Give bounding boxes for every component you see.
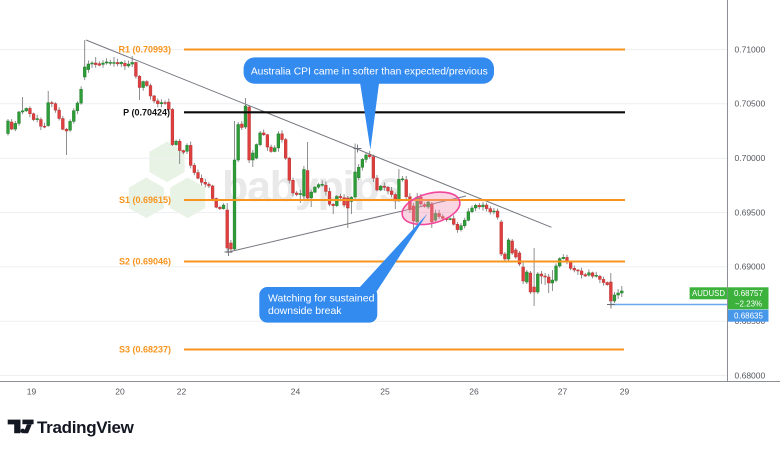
svg-text:29: 29 bbox=[620, 387, 630, 397]
svg-text:Watching for sustained: Watching for sustained bbox=[268, 293, 375, 305]
svg-text:AUDUSD: AUDUSD bbox=[692, 289, 725, 298]
svg-text:0.68000: 0.68000 bbox=[735, 370, 766, 380]
svg-text:Australia CPI came in softer t: Australia CPI came in softer than expect… bbox=[251, 67, 488, 78]
svg-text:S3 (0.68237): S3 (0.68237) bbox=[119, 345, 171, 355]
svg-text:downside break: downside break bbox=[268, 305, 342, 317]
svg-text:R1 (0.70993): R1 (0.70993) bbox=[118, 45, 171, 55]
svg-text:24: 24 bbox=[291, 387, 301, 397]
svg-text:0.71000: 0.71000 bbox=[735, 44, 766, 54]
svg-text:−2.23%: −2.23% bbox=[735, 299, 762, 308]
svg-text:0.70000: 0.70000 bbox=[735, 153, 766, 163]
svg-text:19: 19 bbox=[27, 387, 37, 397]
svg-text:0.68757: 0.68757 bbox=[734, 289, 763, 298]
svg-text:26: 26 bbox=[469, 387, 479, 397]
svg-text:20: 20 bbox=[115, 387, 125, 397]
svg-text:22: 22 bbox=[177, 387, 187, 397]
svg-text:0.70500: 0.70500 bbox=[735, 99, 766, 109]
svg-text:27: 27 bbox=[558, 387, 568, 397]
svg-text:25: 25 bbox=[380, 387, 390, 397]
svg-text:0.68635: 0.68635 bbox=[734, 312, 763, 321]
svg-text:P (0.70424): P (0.70424) bbox=[123, 107, 170, 117]
svg-text:0.69000: 0.69000 bbox=[735, 262, 766, 272]
svg-text:S2 (0.69046): S2 (0.69046) bbox=[119, 257, 171, 267]
svg-text:0.69500: 0.69500 bbox=[735, 207, 766, 217]
svg-text:S1 (0.69615): S1 (0.69615) bbox=[119, 195, 171, 205]
svg-text:TradingView: TradingView bbox=[37, 418, 135, 437]
